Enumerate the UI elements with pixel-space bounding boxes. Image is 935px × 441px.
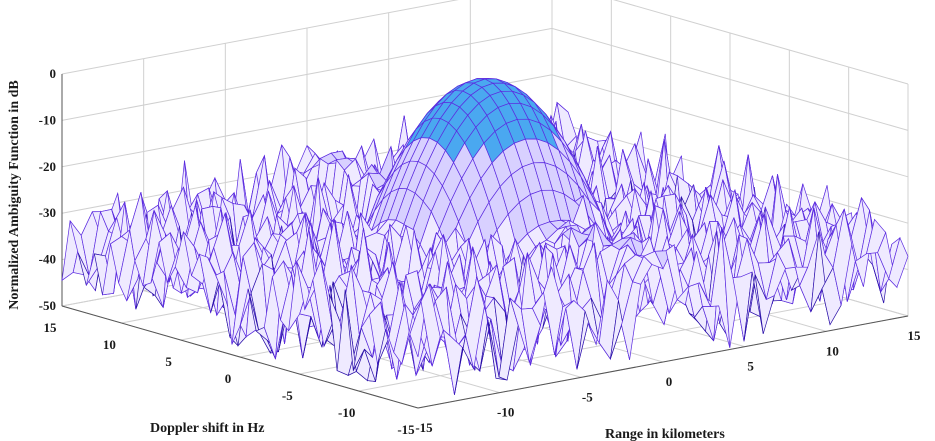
- y-tick-label: 10: [103, 337, 116, 352]
- z-tick-label: 0: [50, 66, 57, 81]
- z-tick-label: -50: [39, 298, 56, 313]
- z-axis-label: Normalized Ambiguity Function in dB: [7, 80, 22, 309]
- x-tick-label: 0: [666, 374, 673, 389]
- grid-line-z: [61, 0, 909, 85]
- y-axis-label: Doppler shift in Hz: [150, 421, 264, 436]
- y-tick-label: -15: [397, 422, 415, 437]
- x-tick-label: 5: [747, 359, 754, 374]
- y-tick-label: 15: [44, 320, 58, 335]
- x-axis-line: [417, 315, 909, 409]
- surface-cell: [888, 236, 909, 288]
- grid-line-y: [358, 67, 850, 392]
- x-tick-label: -10: [497, 405, 514, 420]
- z-tick-label: -20: [39, 159, 56, 174]
- x-tick-label: 15: [908, 328, 922, 343]
- z-tick-label: -40: [39, 252, 56, 267]
- y-tick-label: -10: [338, 405, 355, 420]
- y-tick-label: -5: [282, 388, 293, 403]
- y-tick-label: 0: [225, 371, 232, 386]
- x-tick-label: 10: [826, 343, 839, 358]
- surface-mesh: [61, 78, 909, 395]
- x-axis-label: Range in kilometers: [605, 427, 725, 441]
- y-axis-line: [61, 305, 419, 409]
- z-tick-label: -10: [39, 112, 56, 127]
- x-tick-label: -15: [415, 420, 433, 435]
- y-tick-label: 5: [165, 354, 172, 369]
- z-tick-label: -30: [39, 205, 56, 220]
- axes-layer: [61, 74, 909, 409]
- x-tick-label: -5: [582, 389, 593, 404]
